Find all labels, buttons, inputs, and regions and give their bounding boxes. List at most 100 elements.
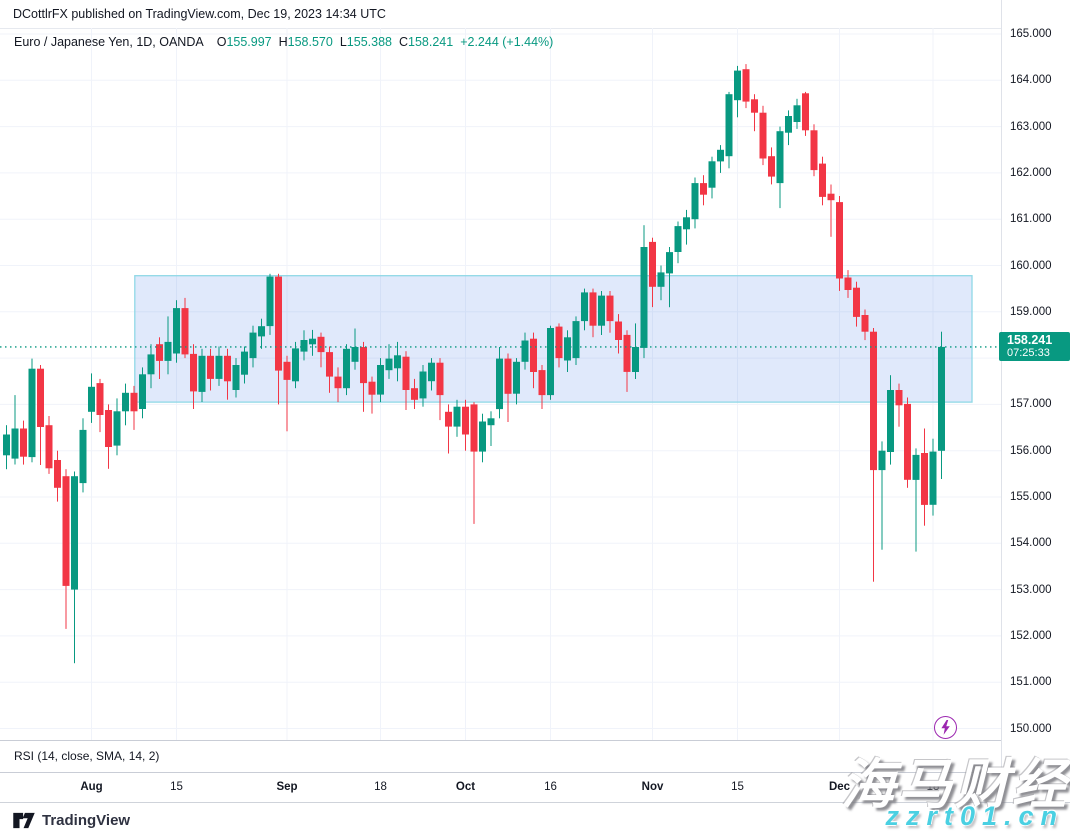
- symbol-title: Euro / Japanese Yen, 1D, OANDA: [14, 35, 204, 49]
- candle: [640, 225, 648, 359]
- candle: [853, 281, 860, 327]
- ohlc-low-label: L: [339, 35, 347, 49]
- candle: [844, 270, 852, 298]
- candle: [615, 314, 622, 354]
- candle: [215, 346, 223, 386]
- candle: [122, 383, 129, 426]
- candle: [487, 411, 495, 446]
- candle: [895, 383, 903, 427]
- candle: [708, 156, 716, 199]
- price-axis-label: 151.000: [1010, 676, 1052, 689]
- candle: [385, 344, 393, 379]
- candle: [37, 365, 44, 465]
- candlestick-series: [3, 64, 945, 664]
- time-axis-label: 16: [544, 781, 557, 793]
- rsi-pane[interactable]: RSI (14, close, SMA, 14, 2): [0, 741, 1001, 772]
- price-axis-label: 163.000: [1010, 120, 1052, 133]
- candle: [71, 471, 78, 664]
- candle: [819, 156, 826, 206]
- candle: [802, 91, 809, 136]
- price-scale[interactable]: 165.000 164.000 163.000 162.000 161.000 160.0…: [1001, 0, 1070, 802]
- candle: [445, 404, 452, 454]
- tradingview-logo-text: TradingView: [42, 812, 131, 829]
- chart-legend[interactable]: Euro / Japanese Yen, 1D, OANDA O155.997 H1…: [14, 35, 553, 49]
- candle: [164, 316, 172, 375]
- candle: [674, 221, 682, 264]
- candle: [190, 344, 197, 409]
- candle: [453, 399, 461, 437]
- candle: [419, 365, 427, 407]
- current-price-value: 158.241: [1007, 333, 1053, 348]
- candle: [564, 330, 571, 372]
- time-axis-label: 18: [374, 781, 387, 793]
- candle: [530, 332, 537, 389]
- candle: [436, 358, 444, 421]
- candle: [572, 316, 580, 365]
- candle: [283, 355, 291, 432]
- candle: [173, 300, 180, 363]
- price-axis-label: 154.000: [1010, 537, 1052, 550]
- candle: [79, 418, 87, 493]
- candle: [632, 323, 639, 379]
- candle: [878, 441, 886, 550]
- candle: [598, 291, 605, 335]
- time-axis-label: Dec: [828, 781, 851, 793]
- candle: [105, 404, 112, 469]
- candle: [207, 348, 214, 391]
- candle: [776, 126, 784, 209]
- candle: [317, 332, 325, 368]
- watermark-cn: 海马财经: [841, 755, 1069, 815]
- lightning-icon: [935, 719, 956, 736]
- candle: [266, 273, 274, 335]
- time-axis-label: Aug: [80, 781, 103, 793]
- candle: [368, 376, 376, 414]
- candle: [938, 331, 945, 479]
- candle: [870, 328, 877, 582]
- lightning-button[interactable]: [934, 716, 957, 739]
- ohlc-low-value: 155.388: [346, 35, 392, 49]
- time-axis-label: Oct: [455, 781, 476, 793]
- candle: [181, 297, 189, 359]
- candle: [768, 147, 775, 185]
- candle: [360, 341, 367, 412]
- candle: [725, 91, 733, 169]
- chart-area[interactable]: [0, 0, 1001, 741]
- pane-divider-top[interactable]: [0, 740, 1070, 741]
- candle: [3, 425, 10, 470]
- price-axis-label: 157.000: [1010, 398, 1052, 411]
- candle: [11, 395, 19, 465]
- candle: [513, 358, 520, 405]
- candle: [326, 346, 333, 393]
- time-scale[interactable]: Aug 15 Sep 18 Oct 16 Nov 15 Dec 18: [0, 773, 1001, 802]
- candle: [147, 344, 155, 389]
- candle: [785, 110, 792, 146]
- candle: [232, 358, 240, 398]
- price-axis-label: 153.000: [1010, 583, 1052, 596]
- candle: [742, 64, 750, 109]
- candle: [113, 398, 121, 456]
- time-axis-divider: [0, 772, 1070, 773]
- candle: [521, 332, 529, 370]
- candle: [343, 344, 350, 396]
- candle: [666, 247, 673, 308]
- ohlc-high-value: 158.570: [287, 35, 333, 49]
- candle: [224, 348, 231, 400]
- candle: [691, 177, 699, 229]
- candle: [394, 341, 401, 382]
- time-axis-label: 15: [170, 781, 183, 793]
- candle: [734, 65, 741, 118]
- price-axis-label: 156.000: [1010, 444, 1052, 457]
- candle: [309, 329, 316, 356]
- candle: [156, 337, 163, 379]
- candle: [606, 291, 614, 333]
- candle: [912, 448, 920, 552]
- footer: TradingView: [0, 803, 1070, 836]
- candle: [547, 325, 554, 400]
- candle: [402, 351, 410, 410]
- candle: [20, 420, 27, 465]
- tradingview-logo[interactable]: TradingView: [12, 812, 130, 829]
- ohlc-open-value: 155.997: [226, 35, 272, 49]
- price-axis-label: 150.000: [1010, 722, 1052, 735]
- price-axis-label: 165.000: [1010, 28, 1052, 40]
